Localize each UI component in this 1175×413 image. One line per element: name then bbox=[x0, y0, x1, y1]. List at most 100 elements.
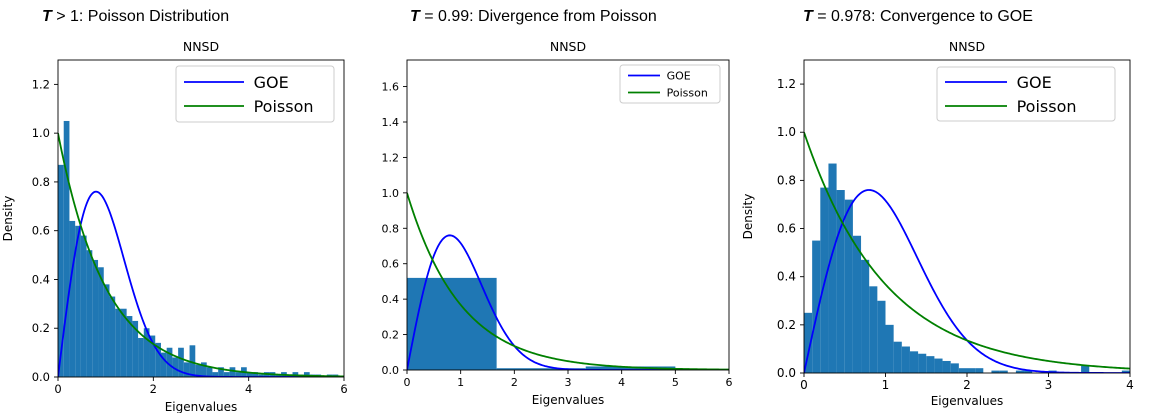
series-line-goe bbox=[407, 234, 729, 370]
chart-title: NNSD bbox=[550, 39, 586, 54]
legend-label-goe: GOE bbox=[254, 73, 289, 92]
histogram-bar bbox=[1121, 370, 1130, 373]
x-tick-label: 4 bbox=[1126, 378, 1134, 392]
histogram-bar bbox=[201, 362, 207, 377]
x-tick-label: 5 bbox=[672, 376, 679, 389]
histogram-bar bbox=[893, 341, 902, 373]
histogram-bar bbox=[212, 372, 219, 377]
y-tick-label: 1.4 bbox=[382, 116, 400, 129]
legend-box bbox=[619, 64, 721, 104]
histogram-bar bbox=[496, 368, 586, 370]
y-tick-label: 0.6 bbox=[777, 222, 796, 236]
panel-heading-3: T = 0.978: Convergence to GOE bbox=[803, 8, 1033, 26]
histogram bbox=[58, 120, 339, 377]
histogram-bar bbox=[909, 351, 919, 373]
histogram-bar bbox=[901, 346, 910, 373]
histogram-bar bbox=[275, 374, 282, 377]
heading-text: = 0.978: Convergence to GOE bbox=[812, 8, 1033, 25]
histogram-bar bbox=[934, 358, 943, 373]
legend-box bbox=[936, 66, 1116, 122]
x-tick-label: 3 bbox=[1045, 378, 1053, 392]
heading-symbol: T bbox=[410, 8, 420, 25]
histogram-bar bbox=[149, 335, 156, 377]
histogram-bar bbox=[63, 120, 70, 377]
histogram-bar bbox=[223, 372, 230, 377]
legend-label-poisson: Poisson bbox=[667, 86, 708, 99]
histogram-bar bbox=[258, 374, 264, 377]
x-axis-label: Eigenvalues bbox=[532, 393, 605, 407]
x-tick-label: 0 bbox=[54, 382, 61, 396]
axes-frame bbox=[57, 59, 345, 378]
heading-text: > 1: Poisson Distribution bbox=[51, 8, 230, 25]
histogram-bar bbox=[155, 342, 161, 377]
y-tick-label: 0.4 bbox=[777, 270, 796, 284]
x-tick-label: 1 bbox=[882, 378, 890, 392]
x-tick-label: 6 bbox=[340, 382, 347, 396]
histogram-bar bbox=[1081, 365, 1090, 373]
heading-symbol: T bbox=[803, 8, 813, 25]
y-tick-label: 0.0 bbox=[32, 370, 50, 384]
histogram-bar bbox=[303, 372, 310, 377]
histogram-bar bbox=[103, 284, 110, 377]
y-tick-label: 0.6 bbox=[32, 224, 50, 238]
histogram-bar bbox=[812, 240, 821, 373]
legend-box bbox=[175, 65, 335, 123]
y-tick-label: 0.8 bbox=[32, 175, 50, 189]
series-line-poisson bbox=[804, 131, 1130, 370]
y-axis-label: Density bbox=[741, 194, 755, 240]
histogram-bar bbox=[967, 368, 976, 373]
legend-label-poisson: Poisson bbox=[254, 97, 314, 116]
heading-symbol: T bbox=[42, 8, 52, 25]
histogram-bar bbox=[804, 312, 813, 373]
histogram-bar bbox=[950, 363, 959, 373]
histogram-bar bbox=[160, 352, 167, 377]
histogram-bar bbox=[235, 372, 242, 377]
histogram-bar bbox=[80, 235, 87, 377]
histogram-bar bbox=[246, 372, 253, 377]
histogram-bar bbox=[926, 356, 935, 373]
histogram-bar bbox=[115, 308, 121, 377]
panel-heading-2: T = 0.99: Divergence from Poisson bbox=[410, 8, 657, 26]
series-line-poisson bbox=[58, 132, 344, 377]
y-tick-label: 1.0 bbox=[382, 187, 400, 200]
histogram-bar bbox=[918, 353, 927, 373]
series-line-poisson bbox=[407, 192, 729, 370]
histogram-bar bbox=[206, 367, 213, 377]
y-tick-label: 1.2 bbox=[777, 77, 796, 91]
x-axis-label: Eigenvalues bbox=[931, 394, 1004, 408]
histogram-bar bbox=[138, 337, 144, 377]
histogram-bar bbox=[143, 328, 150, 377]
y-tick-label: 0.8 bbox=[382, 222, 400, 235]
histogram-bar bbox=[172, 357, 179, 377]
histogram-bar bbox=[178, 347, 184, 377]
y-tick-label: 1.6 bbox=[382, 81, 400, 94]
histogram-bar bbox=[75, 225, 81, 377]
histogram-bar bbox=[1024, 370, 1033, 373]
legend-label-goe: GOE bbox=[1017, 73, 1052, 92]
x-tick-label: 6 bbox=[726, 376, 733, 389]
histogram-bar bbox=[183, 362, 190, 377]
x-tick-label: 1 bbox=[457, 376, 464, 389]
histogram-bar bbox=[98, 267, 104, 377]
histogram-bar bbox=[585, 366, 676, 370]
y-tick-label: 0.6 bbox=[382, 258, 400, 271]
y-tick-label: 0.2 bbox=[32, 321, 50, 335]
series-line-goe bbox=[58, 190, 344, 377]
histogram-bar bbox=[877, 300, 886, 373]
y-tick-label: 1.0 bbox=[777, 125, 796, 139]
histogram-bar bbox=[126, 316, 133, 377]
histogram-bar bbox=[252, 372, 259, 377]
histogram-bar bbox=[861, 259, 870, 373]
y-tick-label: 0.4 bbox=[382, 293, 400, 306]
histogram-bar bbox=[828, 163, 837, 373]
histogram-bar bbox=[58, 164, 64, 377]
chart-panel-3: 0 1 2 3 4 0.0 0.2 0.4 0.6 0.8 1.0 1.2 NNSD Eigenvalue… bbox=[741, 39, 1134, 408]
histogram-bar bbox=[942, 360, 951, 373]
legend: GOE Poisson bbox=[619, 64, 721, 104]
chart-title: NNSD bbox=[949, 39, 985, 54]
histogram-bar bbox=[885, 324, 894, 373]
y-tick-label: 0.4 bbox=[32, 272, 50, 286]
histogram-bar bbox=[109, 296, 116, 377]
x-tick-label: 2 bbox=[150, 382, 157, 396]
